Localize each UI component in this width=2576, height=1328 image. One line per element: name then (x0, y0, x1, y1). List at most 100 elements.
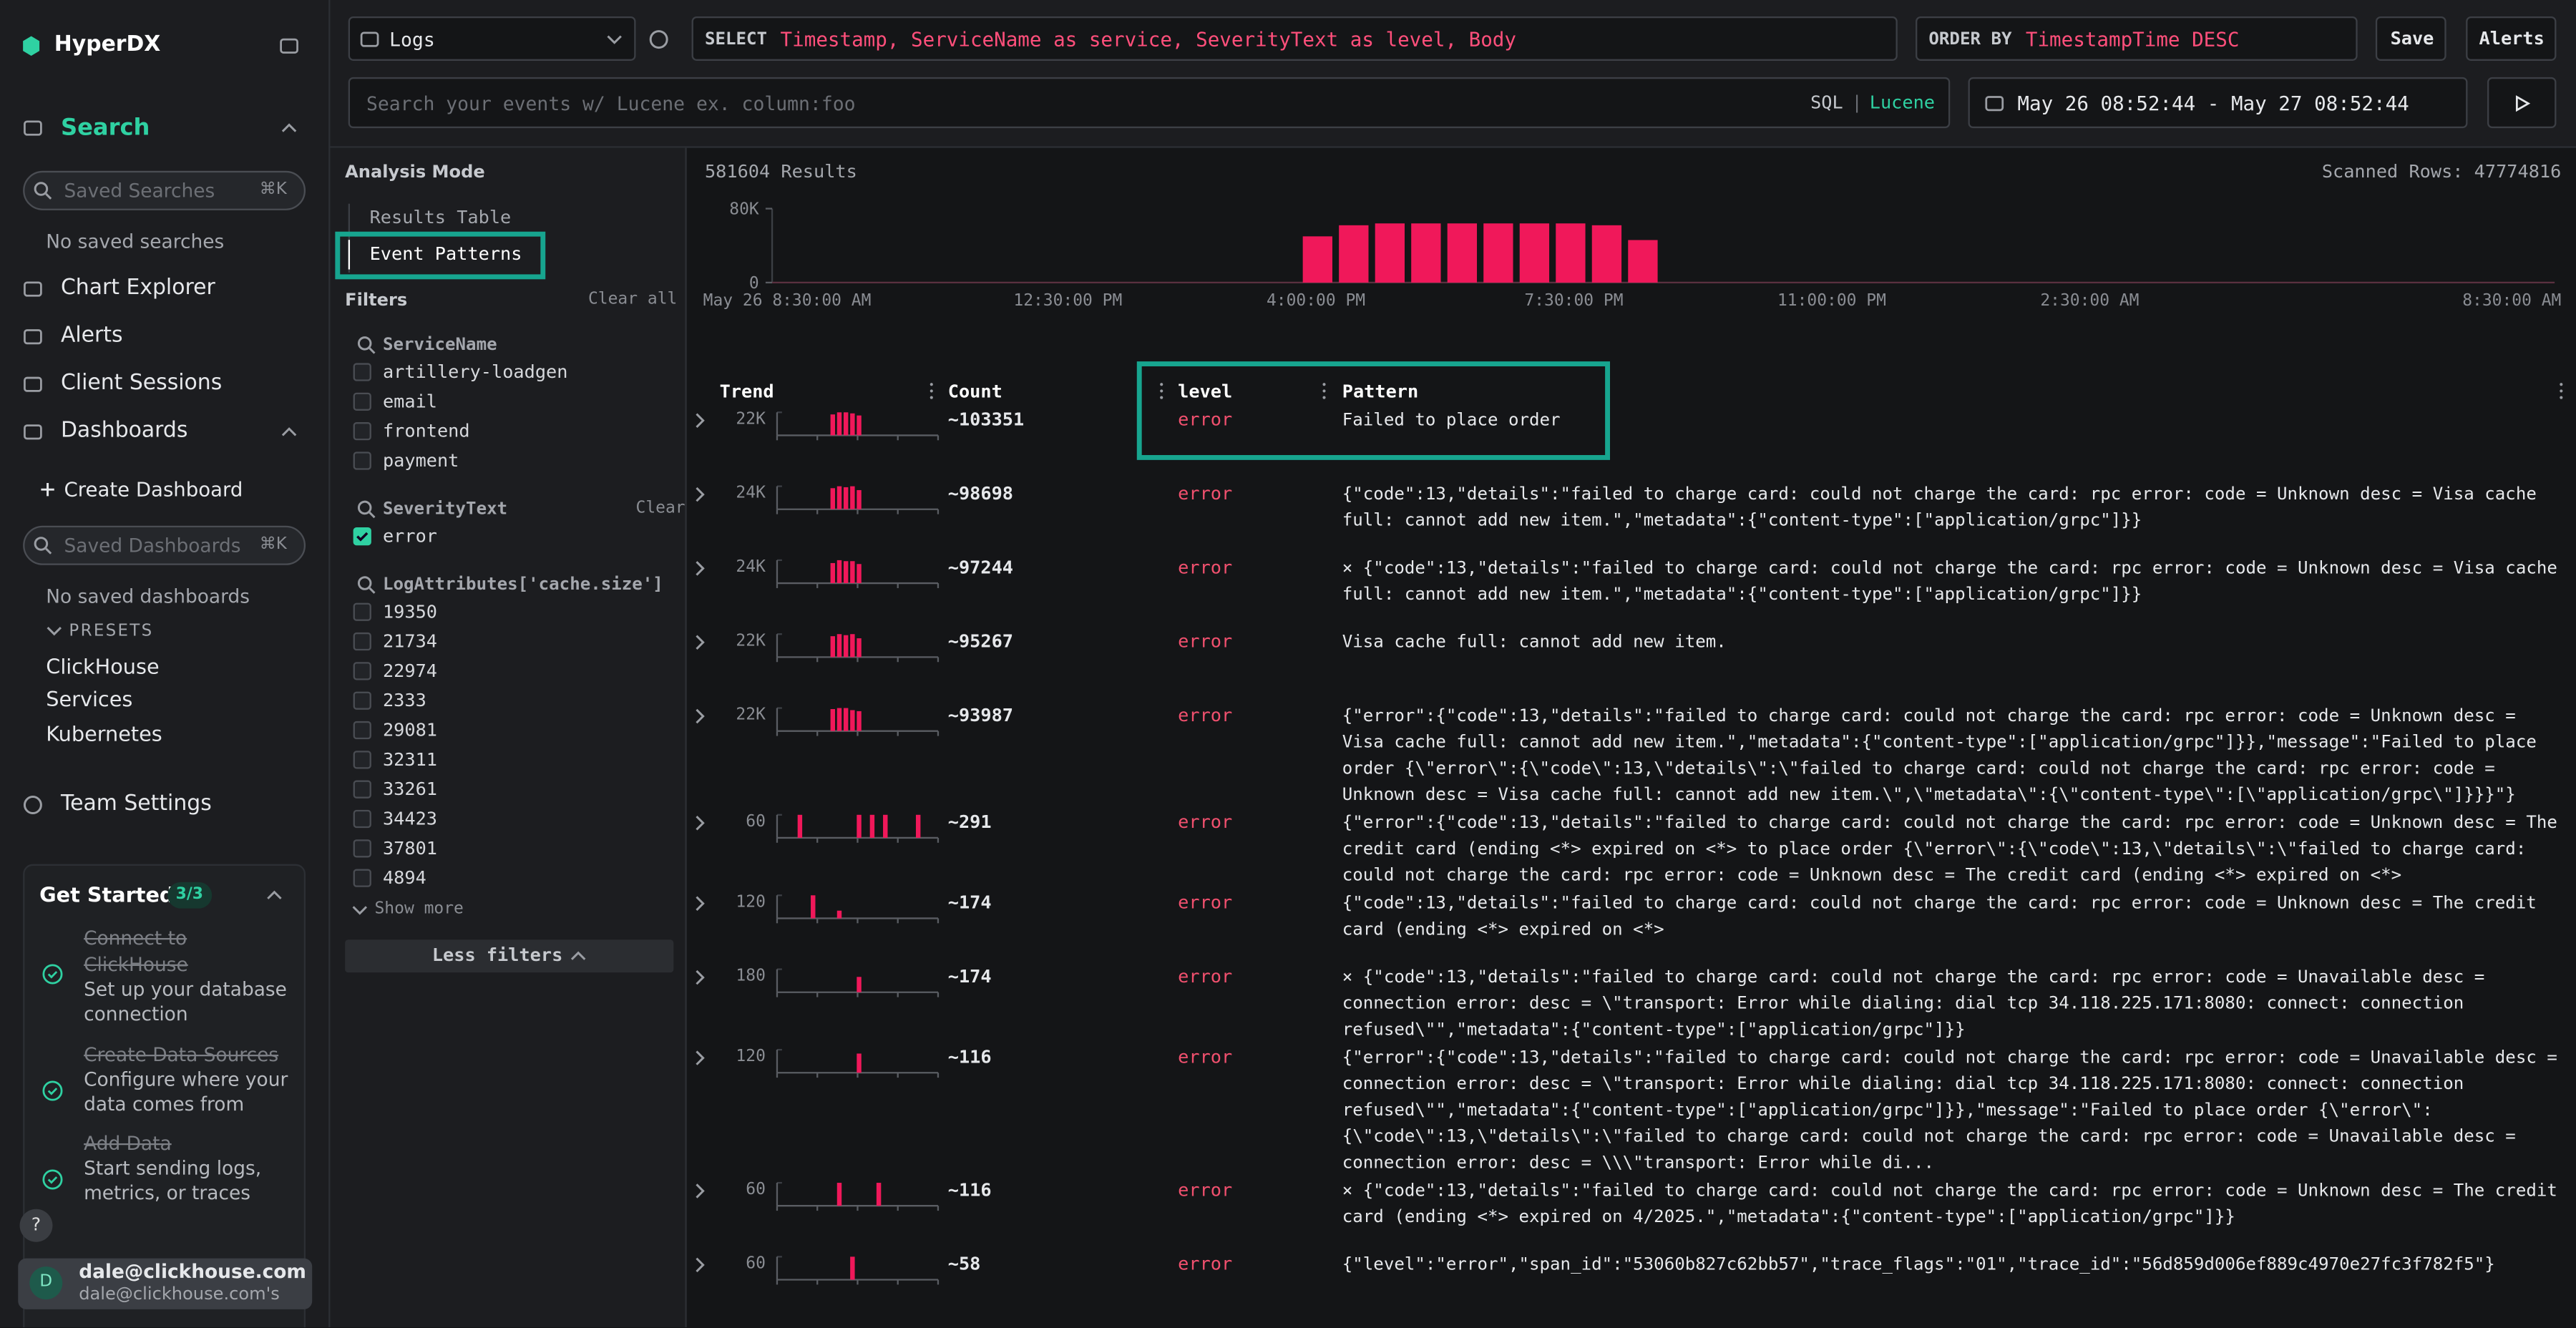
trend-sparkline (777, 407, 938, 444)
icon (23, 795, 43, 815)
filter-option[interactable]: error (383, 524, 437, 550)
trend-bar (850, 487, 854, 509)
checkbox[interactable] (353, 363, 371, 381)
checkbox[interactable] (353, 840, 371, 858)
filter-option[interactable]: 37801 (383, 836, 437, 863)
histogram: 080KMay 26 8:30:00 AM12:30:00 PM4:00:00 … (690, 189, 2576, 321)
pattern-text: {"error":{"code":13,"details":"failed to… (1342, 1045, 2566, 1176)
filter-option[interactable]: 32311 (383, 748, 437, 774)
checkbox[interactable] (353, 632, 371, 650)
nav-item[interactable]: Team Settings (61, 792, 212, 819)
checkbox[interactable] (353, 662, 371, 680)
filter-option[interactable]: frontend (383, 419, 470, 446)
pattern-row[interactable]: 120~174error{"code":13,"details":"failed… (687, 890, 2576, 964)
pattern-row[interactable]: 24K~97244error× {"code":13,"details":"fa… (687, 555, 2576, 629)
nav-search[interactable]: Search (61, 115, 150, 142)
ring (24, 797, 41, 814)
pattern-row[interactable]: 22K~103351errorFailed to place order (687, 407, 2576, 481)
filter-option[interactable]: 2333 (383, 688, 426, 715)
checkbox[interactable] (353, 810, 371, 828)
histogram-bar (1375, 223, 1405, 283)
mode-tab[interactable]: Results Table (370, 205, 512, 232)
tick (49, 1177, 57, 1183)
filter-option[interactable]: 19350 (383, 599, 437, 625)
preset-link[interactable]: Kubernetes (46, 721, 162, 748)
pattern-row[interactable]: 24K~98698error{"code":13,"details":"fail… (687, 482, 2576, 555)
trend-bar (857, 638, 861, 657)
chevron (572, 953, 585, 960)
pattern-row[interactable]: 60~58error{"level":"error","span_id":"53… (687, 1251, 2576, 1325)
histogram-bar (1592, 225, 1621, 283)
preset-link[interactable]: ClickHouse (46, 654, 159, 680)
trend-bar (831, 709, 835, 731)
checkbox[interactable] (353, 691, 371, 709)
trend-bar (844, 635, 848, 658)
dot (2560, 396, 2562, 399)
pattern-row[interactable]: 180~174error× {"code":13,"details":"fail… (687, 965, 2576, 1045)
preset-link[interactable]: Services (46, 687, 132, 713)
filter-option[interactable]: payment (383, 449, 459, 475)
checkbox[interactable] (353, 452, 371, 470)
clear-all[interactable]: Clear all (588, 288, 677, 314)
checkbox[interactable] (353, 721, 371, 739)
trend-sparkline (777, 810, 938, 846)
clear[interactable]: Clear (636, 496, 686, 522)
keyword: ORDER BY (1928, 26, 2011, 53)
pattern-row[interactable]: 22K~93987error{"error":{"code":13,"detai… (687, 703, 2576, 810)
pattern-row[interactable]: 120~116error{"error":{"code":13,"details… (687, 1045, 2576, 1178)
dot (930, 396, 933, 399)
histogram-bar (1303, 236, 1332, 283)
trend-bar (857, 490, 861, 509)
pattern-row[interactable]: 22K~95267errorVisa cache full: cannot ad… (687, 629, 2576, 703)
nav-item[interactable]: Chart Explorer (61, 276, 215, 303)
card-title: Get Started (39, 882, 174, 909)
filter-option[interactable]: 29081 (383, 718, 437, 744)
highlight-box (335, 232, 545, 280)
trend-bar (837, 487, 841, 509)
checkbox[interactable] (353, 751, 371, 768)
checkbox[interactable] (353, 602, 371, 620)
label[interactable]: Alerts (2479, 26, 2545, 53)
icon (43, 965, 63, 985)
create-dashboard[interactable]: Create Dashboard (64, 477, 243, 503)
glyph (281, 39, 298, 52)
filter-option[interactable]: 22974 (383, 658, 437, 685)
checkbox[interactable] (353, 527, 371, 545)
trend-max-label: 60 (687, 1251, 766, 1278)
filter-option[interactable]: 34423 (383, 807, 437, 834)
trend-max-label: 24K (687, 555, 766, 582)
trend-bar (857, 815, 861, 838)
mode-option[interactable]: Lucene (1870, 90, 1935, 117)
glass (358, 502, 371, 514)
nav-item[interactable]: Dashboards (61, 419, 188, 445)
count: ~174 (948, 890, 992, 917)
checkbox[interactable] (353, 393, 371, 411)
mode-option[interactable]: SQL (1810, 90, 1843, 117)
y-tick-label: 0 (749, 274, 759, 293)
filter-option[interactable]: 4894 (383, 866, 426, 893)
icon (649, 29, 669, 49)
pattern-text: × {"code":13,"details":"failed to charge… (1342, 1178, 2566, 1230)
filter-option[interactable]: email (383, 389, 437, 416)
pattern-row[interactable]: 60~291error{"error":{"code":13,"details"… (687, 810, 2576, 891)
level: error (1178, 629, 1232, 655)
label[interactable]: Save (2391, 26, 2434, 53)
checkbox[interactable] (353, 781, 371, 799)
icon (356, 499, 376, 519)
tick (49, 972, 57, 977)
glyph (24, 378, 41, 391)
filter-option[interactable]: artillery-loadgen (383, 360, 568, 386)
filter-option[interactable]: 21734 (383, 628, 437, 655)
trend-bar (837, 911, 841, 919)
pattern-row[interactable]: 60~116error× {"code":13,"details":"faile… (687, 1178, 2576, 1251)
trend-bar (850, 1256, 854, 1279)
pattern-text: {"code":13,"details":"failed to charge c… (1342, 890, 2566, 942)
checkbox[interactable] (353, 869, 371, 887)
help-button[interactable]: ? (20, 1209, 53, 1242)
scanned-rows: Scanned Rows: 47774816 (2322, 160, 2562, 186)
checkbox[interactable] (353, 422, 371, 440)
filter-option[interactable]: 33261 (383, 777, 437, 804)
show-more[interactable]: Show more (374, 897, 463, 924)
nav-item[interactable]: Alerts (61, 323, 123, 350)
nav-item[interactable]: Client Sessions (61, 371, 222, 398)
